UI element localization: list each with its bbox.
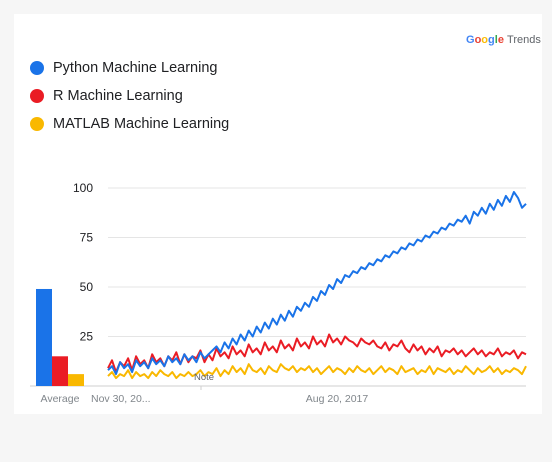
python-series-dot-icon <box>30 61 44 75</box>
average-label: Average <box>41 393 80 405</box>
average-bar-r <box>52 356 68 386</box>
legend: Python Machine Learning R Machine Learni… <box>30 54 229 138</box>
legend-label-r: R Machine Learning <box>53 88 183 104</box>
legend-item-matlab[interactable]: MATLAB Machine Learning <box>30 110 229 138</box>
y-tick-label: 75 <box>80 231 94 245</box>
matlab-series-dot-icon <box>30 117 44 131</box>
y-tick-label: 50 <box>80 280 94 294</box>
google-trends-logo: Google Trends <box>466 34 541 46</box>
x-tick-label: Aug 20, 2017 <box>306 393 369 405</box>
y-tick-label: 100 <box>73 181 93 195</box>
series-line-matlab <box>107 363 527 380</box>
series-line-r <box>107 333 527 374</box>
average-bar-python <box>36 288 52 386</box>
y-tick-label: 25 <box>80 330 94 344</box>
google-logo-text: Google <box>466 34 504 46</box>
x-tick-label: Nov 30, 20... <box>91 393 151 405</box>
r-series-dot-icon <box>30 89 44 103</box>
legend-item-r[interactable]: R Machine Learning <box>30 82 229 110</box>
legend-label-matlab: MATLAB Machine Learning <box>53 116 230 132</box>
series-line-python <box>107 191 527 376</box>
note-label: Note <box>194 372 214 383</box>
average-bar-matlab <box>68 374 84 386</box>
trends-label: Trends <box>507 34 541 46</box>
legend-label-python: Python Machine Learning <box>53 60 218 76</box>
legend-item-python[interactable]: Python Machine Learning <box>30 54 229 82</box>
